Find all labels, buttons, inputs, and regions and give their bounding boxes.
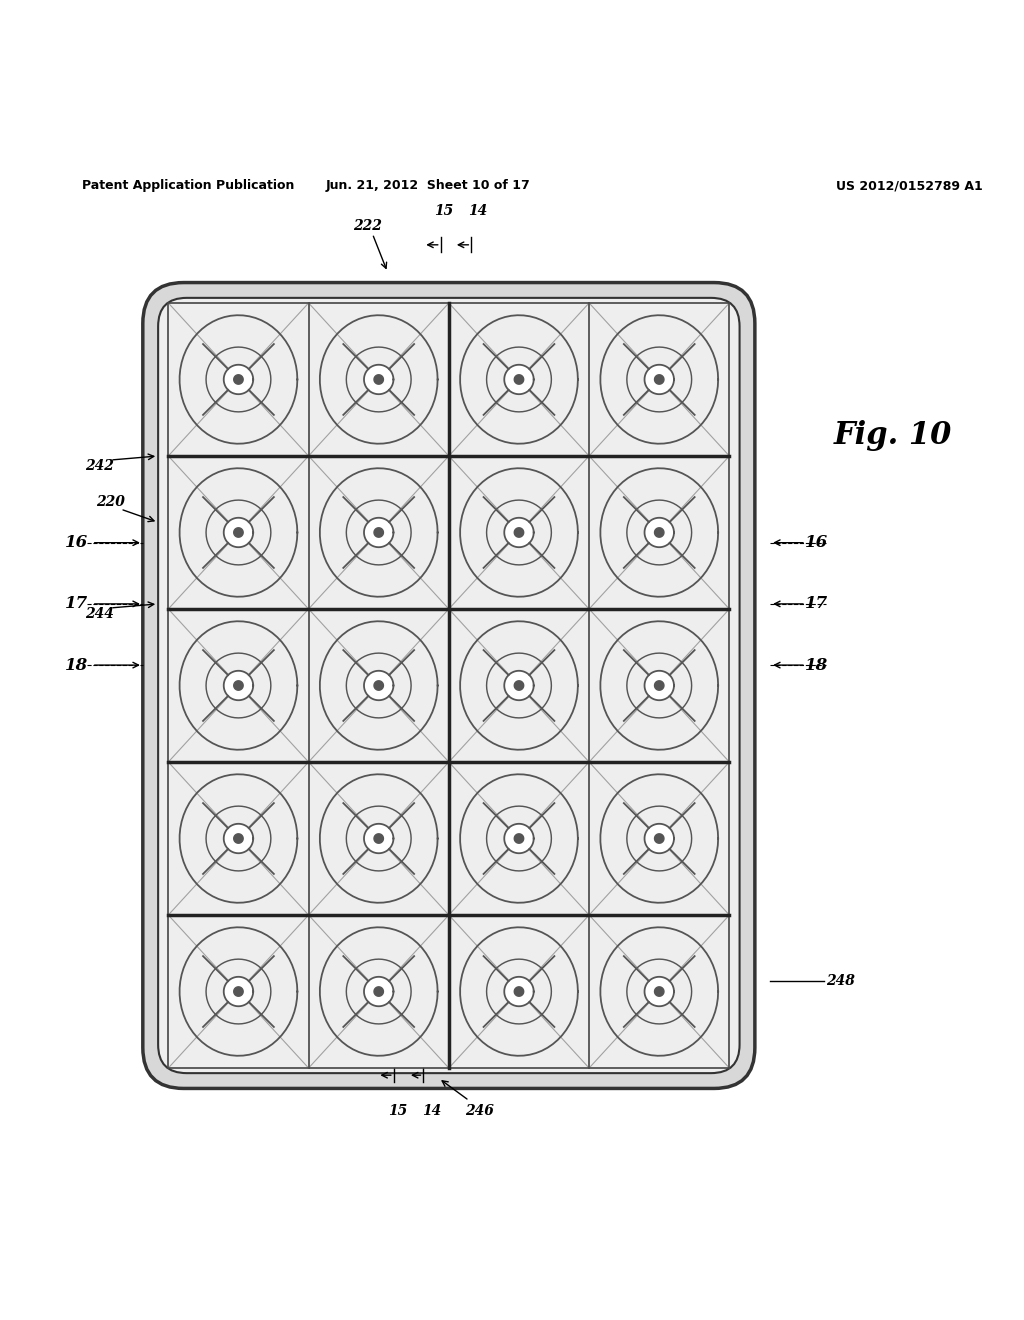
Text: 16: 16 [65, 535, 88, 552]
Polygon shape [374, 375, 383, 384]
Polygon shape [233, 834, 243, 843]
Polygon shape [364, 364, 393, 395]
Polygon shape [644, 517, 674, 548]
Text: US 2012/0152789 A1: US 2012/0152789 A1 [837, 180, 983, 193]
Text: 14: 14 [422, 1104, 441, 1118]
Text: 248: 248 [826, 974, 855, 989]
FancyBboxPatch shape [158, 298, 739, 1073]
Polygon shape [504, 517, 534, 548]
Text: 222: 222 [353, 219, 382, 234]
Text: 242: 242 [86, 459, 115, 473]
Text: 17: 17 [65, 595, 88, 612]
Text: 220: 220 [95, 495, 125, 510]
Text: Jun. 21, 2012  Sheet 10 of 17: Jun. 21, 2012 Sheet 10 of 17 [326, 180, 530, 193]
Polygon shape [364, 977, 393, 1006]
Polygon shape [374, 681, 383, 690]
Polygon shape [654, 528, 664, 537]
Polygon shape [654, 681, 664, 690]
Text: 17: 17 [805, 595, 827, 612]
Polygon shape [364, 671, 393, 700]
Polygon shape [644, 977, 674, 1006]
Text: 244: 244 [86, 607, 115, 622]
Polygon shape [504, 824, 534, 853]
Polygon shape [374, 528, 383, 537]
Text: 18: 18 [65, 656, 88, 673]
Polygon shape [233, 375, 243, 384]
Polygon shape [644, 671, 674, 700]
Text: 18: 18 [805, 656, 827, 673]
Polygon shape [233, 987, 243, 997]
Polygon shape [374, 834, 383, 843]
Polygon shape [223, 977, 253, 1006]
Polygon shape [514, 528, 523, 537]
Polygon shape [654, 375, 664, 384]
Polygon shape [654, 834, 664, 843]
Polygon shape [233, 528, 243, 537]
Polygon shape [514, 834, 523, 843]
Polygon shape [644, 824, 674, 853]
Polygon shape [514, 681, 523, 690]
Text: 15: 15 [434, 205, 454, 218]
Polygon shape [644, 364, 674, 395]
Polygon shape [504, 977, 534, 1006]
Text: 14: 14 [468, 205, 487, 218]
Text: Fig. 10: Fig. 10 [834, 420, 951, 451]
Polygon shape [233, 681, 243, 690]
Polygon shape [654, 987, 664, 997]
Text: 246: 246 [465, 1104, 494, 1118]
Polygon shape [514, 375, 523, 384]
Polygon shape [374, 987, 383, 997]
Polygon shape [223, 671, 253, 700]
Polygon shape [223, 517, 253, 548]
Text: Patent Application Publication: Patent Application Publication [82, 180, 294, 193]
Text: 15: 15 [388, 1104, 408, 1118]
Polygon shape [364, 824, 393, 853]
FancyBboxPatch shape [142, 282, 755, 1089]
Polygon shape [364, 517, 393, 548]
Polygon shape [504, 364, 534, 395]
Polygon shape [223, 824, 253, 853]
Text: 16: 16 [805, 535, 827, 552]
Polygon shape [504, 671, 534, 700]
Polygon shape [514, 987, 523, 997]
Polygon shape [223, 364, 253, 395]
